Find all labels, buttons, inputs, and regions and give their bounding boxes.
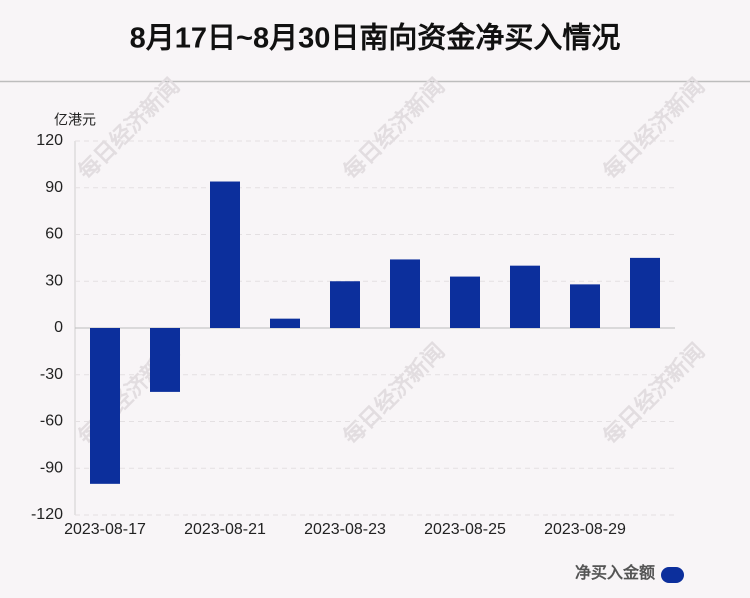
y-tick-label: -30 bbox=[40, 366, 63, 383]
bar bbox=[210, 181, 240, 328]
y-tick-label: 120 bbox=[36, 132, 63, 149]
y-tick-label: 90 bbox=[45, 179, 63, 196]
chart-title: 8月17日~8月30日南向资金净买入情况 bbox=[130, 21, 621, 55]
bar bbox=[510, 265, 540, 328]
y-tick-label: 60 bbox=[45, 226, 63, 243]
bar bbox=[450, 276, 480, 328]
x-tick-label: 2023-08-17 bbox=[64, 521, 146, 538]
legend-label: 净买入金额 bbox=[575, 563, 655, 582]
y-unit: 亿港元 bbox=[54, 112, 96, 128]
y-tick-label: -60 bbox=[40, 413, 63, 430]
x-tick-label: 2023-08-25 bbox=[424, 521, 506, 538]
bar bbox=[150, 328, 180, 392]
bar bbox=[630, 257, 660, 328]
y-tick-label: -90 bbox=[40, 459, 63, 476]
bar bbox=[570, 284, 600, 328]
x-tick-label: 2023-08-21 bbox=[184, 521, 266, 538]
x-tick-label: 2023-08-23 bbox=[304, 521, 386, 538]
y-tick-label: 0 bbox=[54, 319, 63, 336]
legend-swatch bbox=[661, 567, 684, 583]
y-tick-label: -120 bbox=[31, 506, 63, 523]
y-tick-label: 30 bbox=[45, 272, 63, 289]
bar bbox=[390, 259, 420, 328]
bar bbox=[330, 281, 360, 328]
bar bbox=[270, 318, 300, 328]
x-tick-label: 2023-08-29 bbox=[544, 521, 626, 538]
bar bbox=[90, 328, 120, 484]
